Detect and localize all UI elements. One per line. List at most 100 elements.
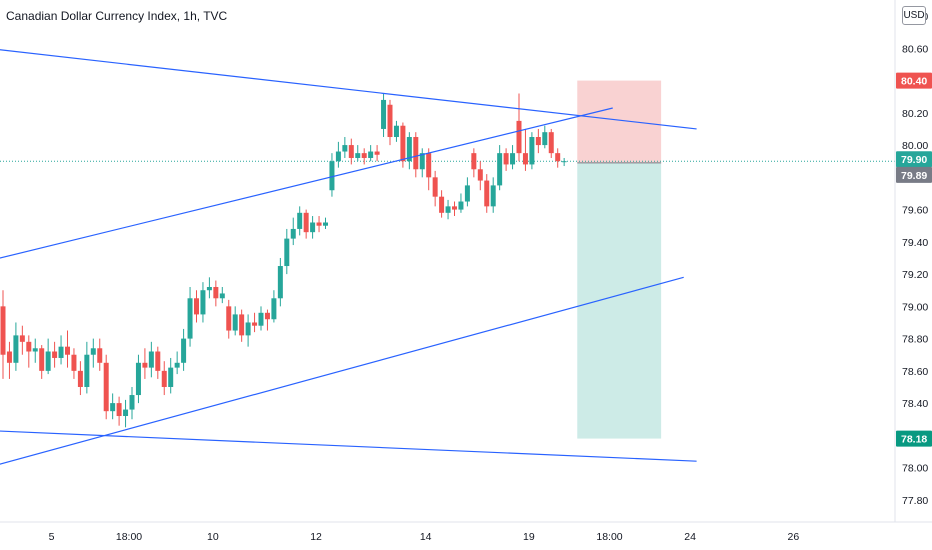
candle-body: [13, 335, 19, 363]
candle-body: [548, 132, 554, 154]
candle-body: [323, 222, 328, 226]
y-tick-label: 80.00: [902, 140, 928, 152]
candle-body: [329, 161, 335, 191]
candle-body: [19, 335, 25, 342]
y-tick-label: 80.20: [902, 108, 928, 120]
candle-body: [148, 351, 154, 368]
x-tick-label: 18:00: [596, 531, 622, 543]
candle-body: [400, 125, 406, 162]
candle-body: [129, 395, 135, 410]
candle-body: [161, 370, 167, 387]
y-tick-label: 78.60: [902, 366, 928, 378]
price-badge-target: [896, 430, 932, 447]
candle-body: [426, 153, 432, 178]
chart-title: Canadian Dollar Currency Index, 1h, TVC: [6, 9, 228, 23]
candle-body: [245, 322, 251, 336]
candle-body: [310, 222, 316, 233]
x-tick-label: 14: [420, 531, 432, 543]
candle-body: [226, 306, 232, 331]
candle-body: [374, 151, 380, 155]
price-badge-label: 79.89: [901, 170, 927, 182]
take-profit-zone[interactable]: [577, 162, 662, 439]
candle-body: [135, 362, 141, 396]
candle-body: [484, 180, 490, 207]
candle-body: [168, 367, 174, 387]
candle-body: [477, 169, 483, 181]
candle-body: [194, 298, 199, 315]
y-tick-label: 80.60: [902, 43, 928, 55]
candle-body: [316, 222, 322, 226]
candle-body: [116, 403, 122, 417]
candle-body: [542, 132, 548, 146]
candle-body: [187, 298, 193, 339]
candle-body: [271, 298, 277, 320]
candle-body: [174, 362, 180, 368]
price-axis[interactable]: [895, 0, 932, 550]
price-badge-stop: [896, 72, 932, 89]
candle-body: [516, 120, 522, 154]
y-tick-label: 79.40: [902, 237, 928, 249]
candle-body: [464, 185, 470, 202]
candle-body: [77, 370, 83, 387]
candle-body: [65, 346, 70, 355]
candle-body: [110, 403, 116, 412]
lower-channel-line[interactable]: [0, 430, 697, 462]
candle-body: [90, 348, 96, 355]
x-tick-label: 10: [207, 531, 219, 543]
candle-body: [103, 362, 109, 412]
candle-body: [97, 348, 103, 363]
candle-body: [277, 266, 283, 299]
candle-body: [393, 125, 399, 138]
candle-body: [45, 351, 51, 371]
price-badge-label: 80.40: [901, 76, 927, 88]
candle-body: [303, 212, 309, 233]
rising-line-upper[interactable]: [0, 107, 613, 261]
candle-body: [264, 312, 270, 320]
y-tick-label: 78.80: [902, 334, 928, 346]
candle-body: [71, 354, 77, 371]
candle-body: [381, 99, 387, 129]
candle-body: [52, 351, 58, 358]
currency-badge[interactable]: USD: [902, 6, 926, 25]
x-tick-label: 12: [310, 531, 322, 543]
candle-body: [458, 201, 464, 210]
time-axis[interactable]: [0, 522, 932, 550]
candle-body: [342, 145, 348, 152]
candle-body: [284, 238, 290, 267]
candle-body: [181, 338, 187, 363]
candle-body: [529, 137, 535, 165]
y-tick-label: 79.00: [902, 301, 928, 313]
candle-body: [26, 341, 32, 352]
candle-body: [297, 212, 303, 229]
upper-channel-line[interactable]: [0, 48, 697, 130]
candle-body: [522, 153, 528, 165]
candle-body: [213, 286, 219, 299]
candle-body: [142, 362, 148, 368]
candle-body: [6, 351, 12, 363]
candle-body: [419, 153, 425, 170]
candle-body: [471, 153, 477, 170]
candle-body: [497, 153, 503, 186]
candle-body: [239, 314, 245, 336]
candle-body: [510, 153, 516, 165]
candle-body: [387, 104, 393, 138]
candle-body: [406, 137, 412, 162]
y-tick-label: 77.80: [902, 495, 928, 507]
price-badge-last: [896, 166, 932, 183]
price-badge-current: [896, 151, 932, 168]
price-badge-label: 79.90: [901, 154, 927, 166]
candle-body: [368, 151, 374, 158]
x-tick-label: 19: [523, 531, 535, 543]
y-tick-label: 79.60: [902, 205, 928, 217]
candle-body: [155, 351, 161, 371]
candle-body: [335, 151, 341, 162]
y-tick-label: 79.20: [902, 269, 928, 281]
candle-body: [413, 137, 419, 170]
candle-body: [32, 348, 38, 352]
price-badge-label: 78.18: [901, 434, 927, 446]
candle-body: [58, 346, 64, 358]
candle-body: [439, 196, 445, 213]
stop-loss-zone[interactable]: [577, 80, 662, 163]
candle-body: [39, 348, 45, 371]
